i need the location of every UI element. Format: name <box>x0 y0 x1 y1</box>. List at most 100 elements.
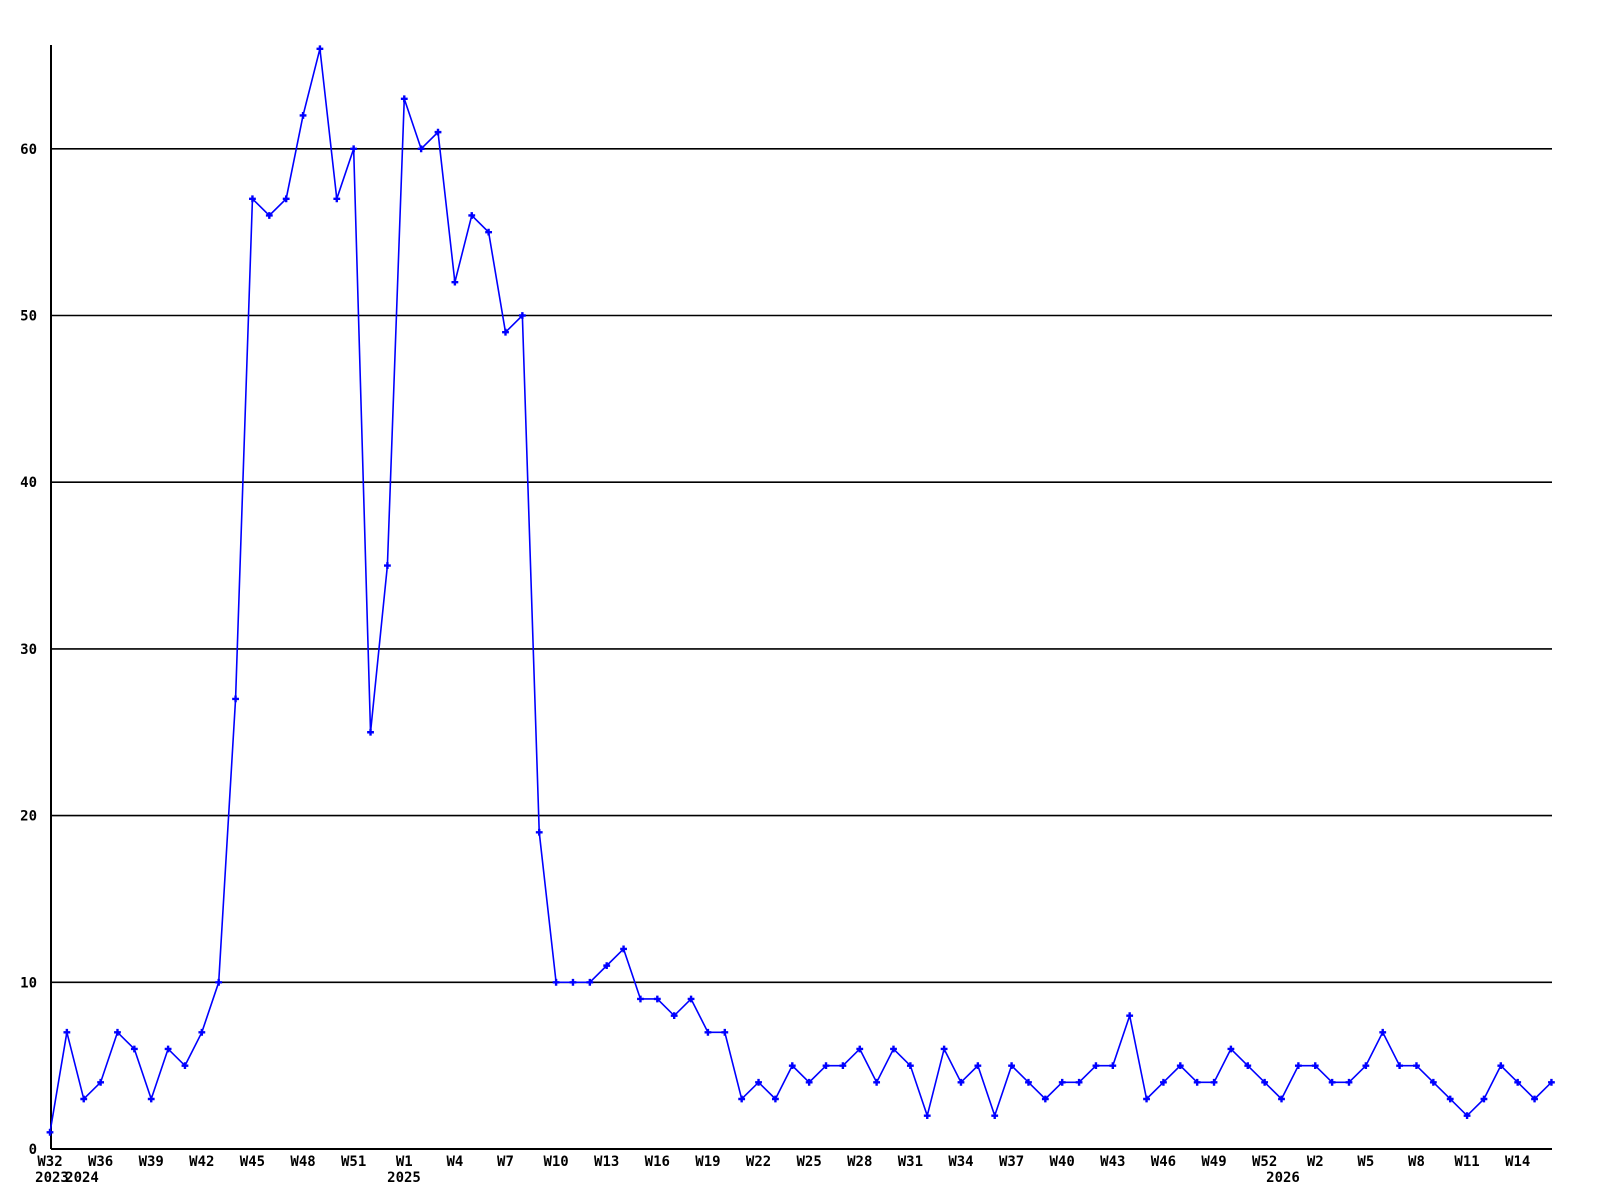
x-tick-label: W11 <box>1454 1154 1479 1170</box>
data-point-marker <box>839 1062 847 1070</box>
data-point-marker <box>1244 1062 1252 1070</box>
data-point-marker <box>906 1062 914 1070</box>
x-tick-label: W19 <box>695 1154 720 1170</box>
data-point-marker <box>97 1078 105 1086</box>
data-point-marker <box>940 1045 948 1053</box>
data-point-marker <box>1328 1078 1336 1086</box>
data-point-marker <box>350 145 358 153</box>
data-point-marker <box>721 1028 729 1036</box>
data-point-marker <box>1227 1045 1235 1053</box>
data-point-marker <box>873 1078 881 1086</box>
x-tick-label: W1 <box>396 1154 413 1170</box>
data-point-marker <box>1531 1095 1538 1103</box>
data-point-marker <box>687 995 695 1003</box>
data-point-marker <box>991 1112 999 1120</box>
data-point-marker <box>1548 1078 1555 1086</box>
data-point-marker <box>417 145 425 153</box>
data-point-marker <box>755 1078 762 1086</box>
data-point-marker <box>569 978 577 986</box>
year-label: 2026 <box>1266 1170 1300 1186</box>
data-point-marker <box>788 1062 796 1070</box>
data-point-marker <box>1176 1062 1184 1070</box>
x-tick-label: W43 <box>1100 1154 1125 1170</box>
data-point-marker <box>856 1045 864 1053</box>
year-label: 2024 <box>65 1170 99 1186</box>
data-point-marker <box>468 212 476 219</box>
data-point-marker <box>738 1095 746 1103</box>
year-label: 2023 <box>35 1170 69 1186</box>
x-tick-label: W5 <box>1357 1154 1374 1170</box>
data-point-marker <box>1008 1062 1015 1070</box>
x-tick-label: W46 <box>1151 1154 1176 1170</box>
x-tick-label: W25 <box>797 1154 822 1170</box>
data-point-marker <box>1193 1078 1201 1086</box>
data-point-marker <box>1463 1112 1471 1120</box>
data-point-marker <box>704 1028 712 1036</box>
x-tick-label: W42 <box>189 1154 214 1170</box>
data-point-marker <box>1025 1078 1032 1086</box>
data-point-marker <box>1429 1078 1437 1086</box>
data-point-marker <box>63 1028 71 1036</box>
x-tick-label: W22 <box>746 1154 771 1170</box>
data-point-marker <box>1058 1078 1066 1086</box>
x-tick-label: W14 <box>1505 1154 1530 1170</box>
x-tick-label: W34 <box>948 1154 973 1170</box>
y-tick-label: 50 <box>20 309 37 325</box>
data-point-marker <box>1143 1095 1150 1103</box>
x-tick-label: W49 <box>1201 1154 1226 1170</box>
data-point-markers <box>46 45 1555 1136</box>
data-point-marker <box>890 1045 897 1053</box>
data-point-marker <box>265 212 273 219</box>
data-point-marker <box>1362 1062 1370 1070</box>
y-tick-label: 60 <box>20 142 37 158</box>
x-tick-label: W32 <box>37 1154 62 1170</box>
x-tick-label: W10 <box>543 1154 568 1170</box>
data-point-marker <box>198 1028 206 1036</box>
year-label: 2025 <box>387 1170 421 1186</box>
data-point-marker <box>232 695 239 703</box>
data-point-marker <box>451 278 459 286</box>
data-point-marker <box>670 1012 678 1020</box>
data-point-marker <box>1041 1095 1049 1103</box>
x-tick-label: W4 <box>446 1154 463 1170</box>
x-tick-label: W16 <box>645 1154 670 1170</box>
x-tick-label: W31 <box>898 1154 923 1170</box>
x-tick-label: W37 <box>999 1154 1024 1170</box>
axes <box>50 45 1552 1150</box>
data-point-marker <box>1092 1062 1100 1070</box>
data-point-marker <box>772 1095 779 1103</box>
data-point-marker <box>957 1078 965 1086</box>
data-point-marker <box>1379 1028 1387 1036</box>
x-tick-label: W28 <box>847 1154 872 1170</box>
data-point-marker <box>1480 1095 1488 1103</box>
data-point-marker <box>1075 1078 1083 1086</box>
data-point-marker <box>215 978 223 986</box>
data-point-marker <box>653 995 661 1003</box>
data-point-marker <box>1294 1062 1302 1070</box>
data-point-marker <box>552 978 560 986</box>
data-point-marker <box>400 95 408 103</box>
y-gridlines <box>51 148 1552 984</box>
data-point-marker <box>586 978 594 986</box>
x-tick-label: W8 <box>1408 1154 1425 1170</box>
data-point-marker <box>974 1062 982 1070</box>
x-tick-label: W45 <box>240 1154 265 1170</box>
data-point-marker <box>147 1095 155 1103</box>
data-point-marker <box>316 45 324 53</box>
data-point-marker <box>502 328 509 336</box>
data-point-marker <box>434 128 442 136</box>
data-point-marker <box>1514 1078 1522 1086</box>
data-point-marker <box>333 195 341 203</box>
data-point-marker <box>282 195 290 203</box>
data-point-marker <box>1278 1095 1285 1103</box>
data-line <box>49 48 1552 1133</box>
data-point-marker <box>181 1062 189 1070</box>
data-point-marker <box>114 1028 121 1036</box>
data-point-marker <box>80 1095 88 1103</box>
data-point-marker <box>822 1062 830 1070</box>
data-point-marker <box>46 1128 54 1136</box>
data-point-marker <box>1345 1078 1353 1086</box>
